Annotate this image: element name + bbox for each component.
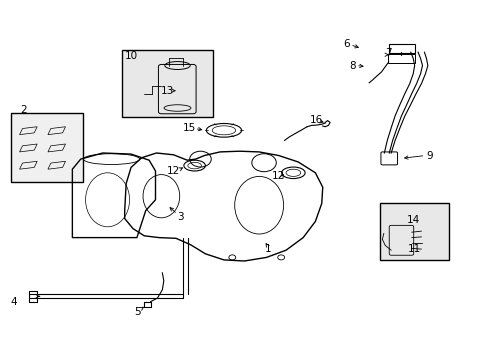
Text: 7: 7 xyxy=(385,48,391,58)
Text: 1: 1 xyxy=(264,244,271,254)
Bar xyxy=(122,50,212,117)
Text: 10: 10 xyxy=(124,51,137,61)
Text: 13: 13 xyxy=(160,86,174,96)
Bar xyxy=(11,113,83,182)
Text: 12: 12 xyxy=(271,171,285,181)
Text: 8: 8 xyxy=(348,60,355,71)
Text: 6: 6 xyxy=(342,39,349,49)
Text: 11: 11 xyxy=(407,244,421,254)
Bar xyxy=(380,203,448,260)
Text: 3: 3 xyxy=(177,212,184,222)
Text: 15: 15 xyxy=(183,123,196,133)
Text: 5: 5 xyxy=(134,307,141,317)
Text: 14: 14 xyxy=(406,215,419,225)
Text: 2: 2 xyxy=(20,105,27,115)
Text: 9: 9 xyxy=(425,150,432,161)
Text: 4: 4 xyxy=(10,297,17,307)
Text: 16: 16 xyxy=(309,114,323,125)
Text: 12: 12 xyxy=(166,166,180,176)
